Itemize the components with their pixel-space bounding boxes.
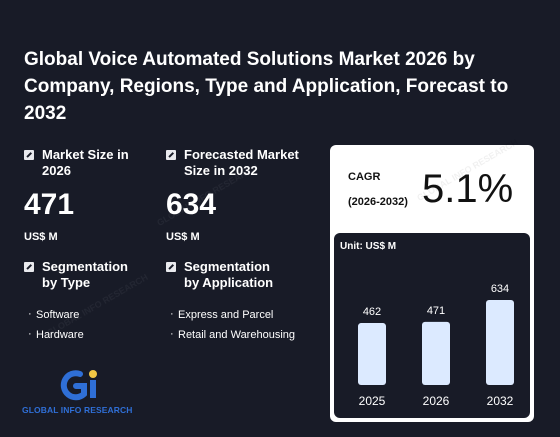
- page-title: Global Voice Automated Solutions Market …: [24, 49, 509, 124]
- logo: GLOBAL INFO RESEARCH: [22, 368, 142, 418]
- forecast-size-stat: Forecasted Market Size in 2032 634 US$ M: [166, 147, 316, 243]
- arrow-up-icon: [166, 150, 176, 160]
- logo-icon: [60, 370, 97, 401]
- arrow-up-icon: [24, 150, 34, 160]
- bar-2032: [486, 300, 514, 385]
- cagr-period: (2026-2032): [348, 196, 408, 208]
- bar-chart-svg: 462 2025 471 2026 634 2032: [358, 283, 514, 408]
- cagr-label: CAGR: [348, 171, 381, 183]
- x-tick-2026: 2026: [423, 394, 450, 408]
- cagr-value: 5.1%: [422, 167, 514, 211]
- list-item: Retail and Warehousing: [170, 324, 321, 345]
- segmentation-type-label: Segmentation by Type: [42, 259, 128, 290]
- segmentation-application: Segmentation by Application Express and …: [166, 259, 321, 345]
- forecast-size-value: 634: [166, 188, 217, 221]
- market-size-value: 471: [24, 188, 75, 221]
- logo-text: GLOBAL INFO RESEARCH: [22, 405, 133, 415]
- list-item: Hardware: [28, 324, 154, 345]
- data-label-2025: 462: [363, 306, 381, 318]
- data-label-2026: 471: [427, 305, 445, 317]
- data-label-2032: 634: [491, 283, 509, 295]
- x-tick-2032: 2032: [487, 394, 514, 408]
- forecast-size-unit: US$ M: [166, 231, 200, 243]
- segmentation-application-label: Segmentation by Application: [184, 259, 274, 290]
- bar-chart: Unit: US$ M 462 2025 471 2026 634 2032: [334, 233, 530, 418]
- chart-unit-label: Unit: US$ M: [340, 241, 397, 252]
- market-size-stat: Market Size in 2026 471 US$ M: [24, 147, 154, 243]
- forecast-size-label: Forecasted Market Size in 2032: [184, 147, 299, 178]
- arrow-up-icon: [24, 262, 34, 272]
- bar-2026: [422, 321, 450, 385]
- list-item: Software: [28, 304, 154, 325]
- market-size-label: Market Size in 2026: [42, 147, 129, 178]
- segmentation-type: Segmentation by Type Software Hardware: [24, 259, 154, 345]
- list-item: Express and Parcel: [170, 304, 321, 325]
- x-tick-2025: 2025: [359, 394, 386, 408]
- arrow-up-icon: [166, 262, 176, 272]
- cagr-card: GLOBAL INFO RESEARCH CAGR (2026-2032) 5.…: [330, 137, 534, 422]
- market-size-unit: US$ M: [24, 231, 58, 243]
- bar-2025: [358, 323, 386, 385]
